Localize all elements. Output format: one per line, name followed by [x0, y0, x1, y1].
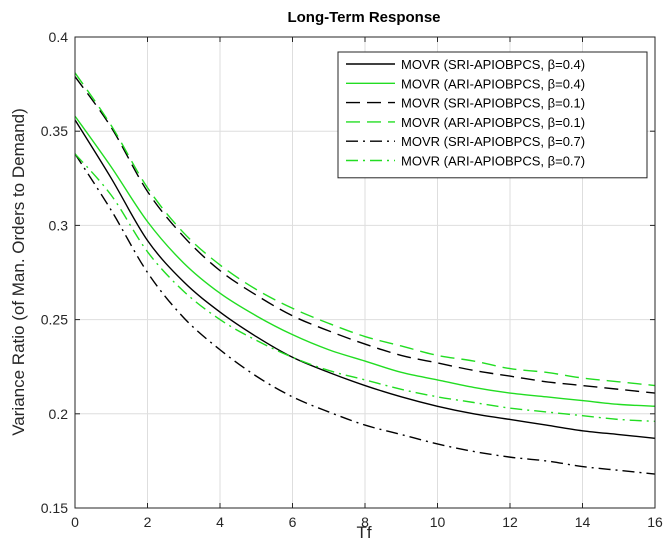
- y-tick-label: 0.4: [49, 29, 69, 45]
- legend-entry-5: MOVR (SRI-APIOBPCS, β=0.7): [401, 134, 585, 149]
- x-tick-label: 4: [216, 514, 224, 530]
- y-tick-label: 0.15: [41, 500, 68, 516]
- x-tick-label: 14: [575, 514, 591, 530]
- x-tick-label: 0: [71, 514, 79, 530]
- series-line-2: [74, 115, 656, 407]
- legend-entry-2: MOVR (ARI-APIOBPCS, β=0.4): [401, 76, 585, 91]
- y-axis-ticks: 0.15 0.2 0.25 0.3 0.35 0.4: [41, 29, 655, 516]
- series-line-3: [74, 76, 656, 394]
- x-tick-label: 6: [289, 514, 297, 530]
- series-lines: [74, 72, 656, 475]
- series-line-6: [74, 153, 656, 423]
- legend: MOVR (SRI-APIOBPCS, β=0.4) MOVR (ARI-APIO…: [337, 51, 648, 179]
- y-tick-label: 0.3: [49, 217, 69, 233]
- series-line-5: [74, 153, 656, 475]
- x-tick-label: 8: [361, 514, 369, 530]
- legend-entry-3: MOVR (SRI-APIOBPCS, β=0.1): [401, 96, 585, 111]
- legend-entry-1: MOVR (SRI-APIOBPCS, β=0.4): [401, 57, 585, 72]
- y-tick-label: 0.35: [41, 123, 68, 139]
- series-line-4: [74, 72, 656, 387]
- y-tick-label: 0.25: [41, 312, 68, 328]
- chart-title: Long-Term Response: [287, 9, 440, 26]
- x-axis-label: Tf: [356, 523, 371, 542]
- legend-entry-4: MOVR (ARI-APIOBPCS, β=0.1): [401, 115, 585, 130]
- x-tick-label: 2: [144, 514, 152, 530]
- y-axis-label: Variance Ratio (of Man. Orders to Demand…: [9, 108, 28, 436]
- legend-box: [337, 51, 648, 179]
- legend-entry-6: MOVR (ARI-APIOBPCS, β=0.7): [401, 154, 585, 169]
- series-line-1: [74, 119, 656, 439]
- x-tick-label: 16: [647, 514, 663, 530]
- y-tick-label: 0.2: [49, 406, 69, 422]
- x-axis-ticks: 0 2 4 6 8 10 12 14 16: [71, 37, 663, 530]
- x-tick-label: 10: [430, 514, 446, 530]
- x-tick-label: 12: [502, 514, 518, 530]
